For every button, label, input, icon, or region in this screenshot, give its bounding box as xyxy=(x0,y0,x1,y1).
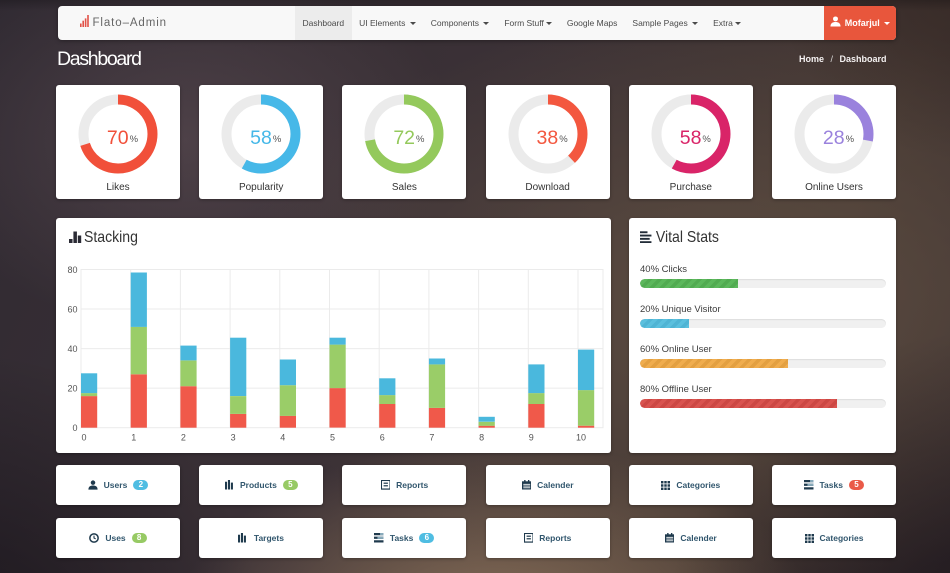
svg-text:10: 10 xyxy=(576,433,586,443)
svg-text:9: 9 xyxy=(529,433,534,443)
svg-text:3: 3 xyxy=(231,433,236,443)
svg-text:1: 1 xyxy=(131,433,136,443)
svg-text:4: 4 xyxy=(280,433,285,443)
svg-text:20: 20 xyxy=(67,384,77,394)
svg-text:6: 6 xyxy=(380,433,385,443)
svg-text:40: 40 xyxy=(67,344,77,354)
svg-text:2: 2 xyxy=(181,433,186,443)
svg-text:80: 80 xyxy=(67,265,77,275)
svg-text:0: 0 xyxy=(72,423,77,433)
svg-text:8: 8 xyxy=(479,433,484,443)
svg-text:5: 5 xyxy=(330,433,335,443)
svg-text:0: 0 xyxy=(81,433,86,443)
svg-text:60: 60 xyxy=(67,305,77,315)
svg-text:7: 7 xyxy=(429,433,434,443)
